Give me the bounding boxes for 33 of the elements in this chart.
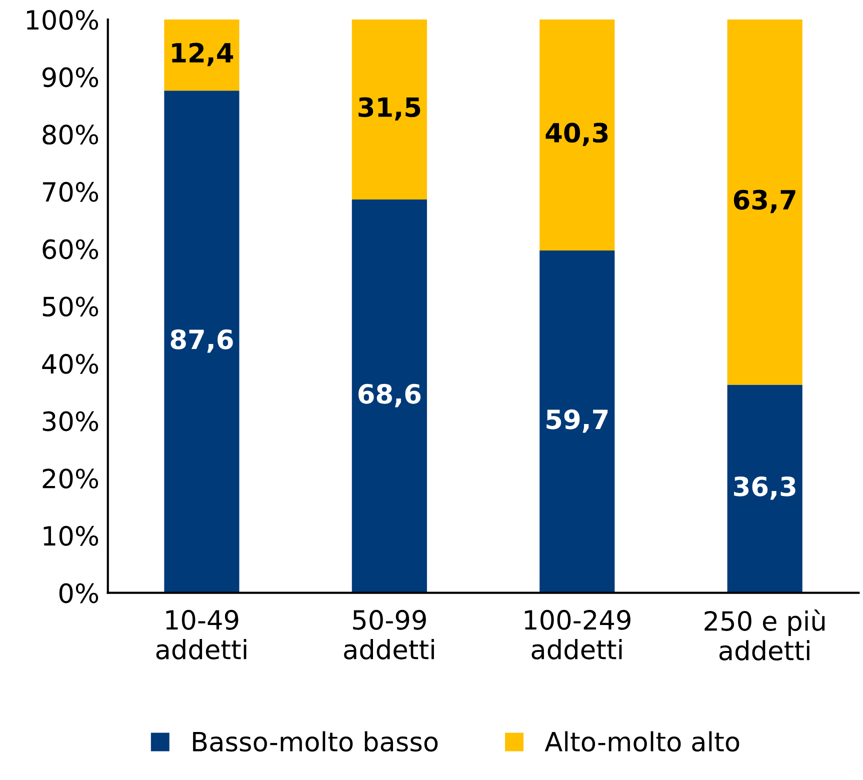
bar — [540, 20, 615, 251]
y-tick-label: 60% — [42, 239, 98, 260]
y-tick-label: 50% — [42, 296, 98, 317]
x-tick-label: 10-49 addetti — [156, 610, 246, 660]
x-tick-label: 100-249 addetti — [524, 610, 630, 660]
data-label: 31,5 — [358, 97, 420, 121]
y-tick-label: 20% — [42, 468, 98, 489]
bar — [540, 250, 615, 593]
bar — [164, 20, 240, 91]
data-label: 40,3 — [546, 122, 608, 146]
bar — [164, 90, 240, 593]
data-label: 87,6 — [170, 329, 233, 353]
y-tick-label: 80% — [42, 124, 98, 145]
data-label: 12,4 — [172, 42, 234, 66]
x-tick-label: 250 e più addetti — [704, 609, 825, 660]
legend-label: Basso-molto basso — [193, 731, 438, 752]
y-tick-label: 70% — [43, 182, 98, 202]
y-tick-label: 30% — [42, 411, 98, 432]
data-label: 68,6 — [358, 384, 421, 408]
y-tick-label: 90% — [42, 67, 98, 88]
y-tick-label: 0% — [59, 583, 98, 604]
y-tick-label: 10% — [44, 526, 98, 546]
bar — [352, 20, 427, 200]
bar — [727, 384, 802, 593]
y-tick-label: 100% — [26, 10, 98, 30]
bar — [727, 20, 802, 385]
data-label: 63,7 — [734, 190, 796, 214]
data-label: 59,7 — [546, 409, 608, 433]
legend-label: Alto-molto alto — [544, 731, 740, 752]
data-label: 36,3 — [734, 476, 796, 500]
y-tick-label: 40% — [42, 354, 98, 374]
x-tick-label: 50-99 addetti — [344, 610, 434, 660]
bar — [352, 200, 427, 593]
